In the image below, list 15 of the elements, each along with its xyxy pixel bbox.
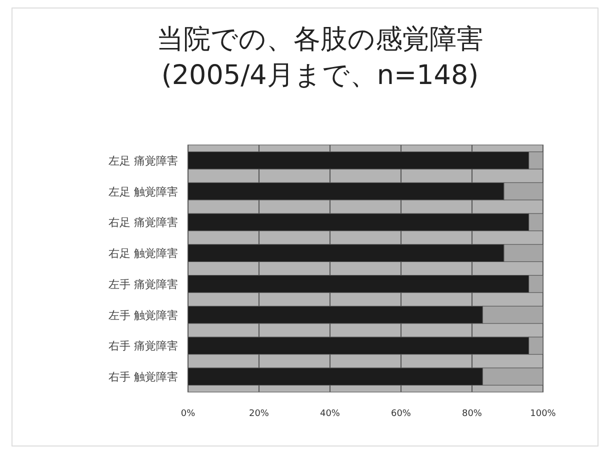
y-tick-label: 左手 痛覚障害 xyxy=(108,278,178,291)
x-tick-label: 0% xyxy=(180,409,196,419)
x-tick-label: 20% xyxy=(248,409,270,419)
y-tick-label: 左足 痛覚障害 xyxy=(108,154,178,168)
x-tick-label: 100% xyxy=(530,409,556,419)
x-tick-label: 60% xyxy=(390,409,412,419)
y-tick-label: 右足 触覚障害 xyxy=(108,247,178,260)
y-tick-label: 右手 触覚障害 xyxy=(108,370,178,384)
x-tick-label: 80% xyxy=(462,409,482,419)
y-tick-label: 左足 触覚障害 xyxy=(108,185,178,198)
x-tick-label: 40% xyxy=(320,409,340,419)
chart-title: 当院での、各肢の感覚障害 (2005/4月まで、n=148) xyxy=(156,24,484,91)
y-tick-label: 左手 触覚障害 xyxy=(108,308,178,322)
y-tick-label: 右手 痛覚障害 xyxy=(108,340,178,353)
y-tick-label: 右足 痛覚障害 xyxy=(108,216,178,230)
